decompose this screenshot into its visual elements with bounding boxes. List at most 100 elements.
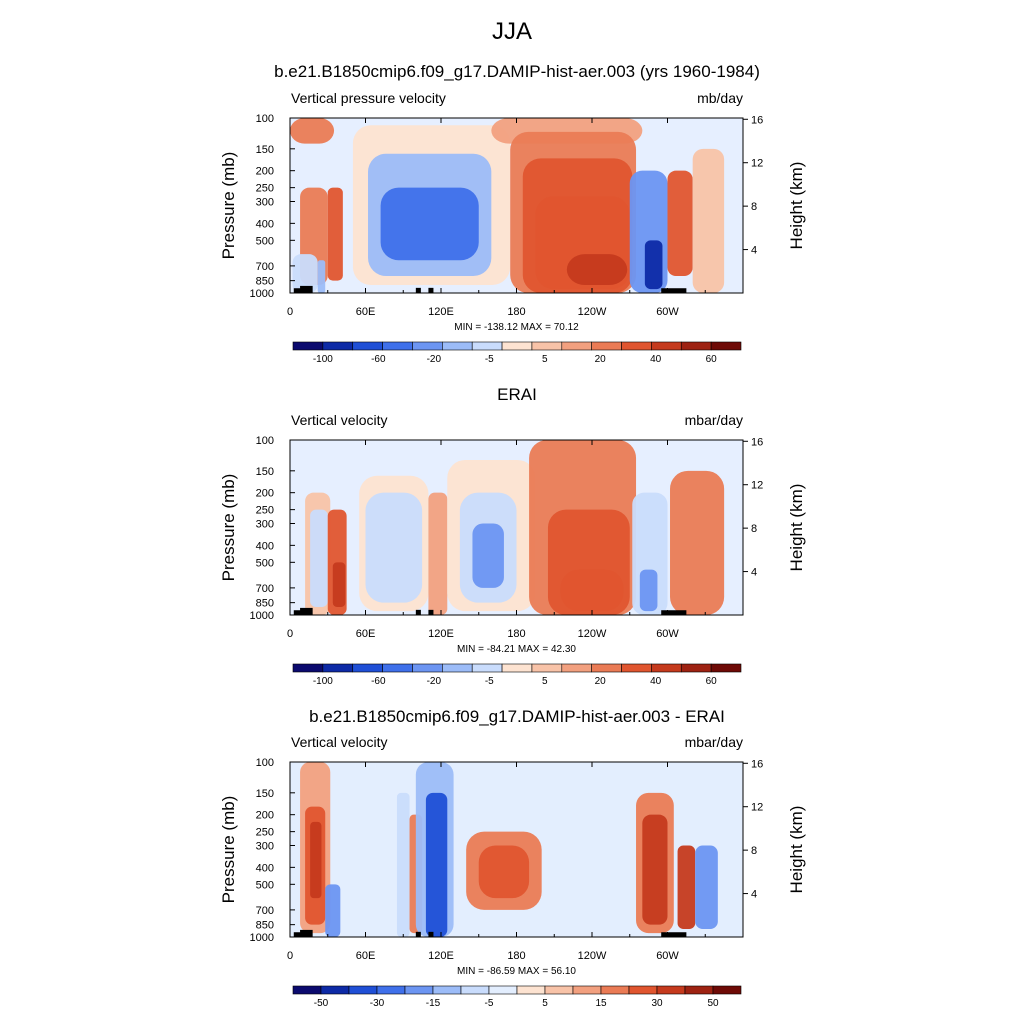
colorbar-swatch [404, 985, 434, 995]
x-tick-label: 60W [656, 950, 679, 962]
x-tick-label: 120E [428, 306, 454, 318]
colorbar-label: -30 [370, 998, 385, 1009]
terrain-block [415, 609, 421, 615]
y-tick-label: 1000 [250, 610, 274, 622]
x-tick-label: 60W [656, 628, 679, 640]
y-tick-label: 200 [256, 166, 274, 178]
contour-region [667, 170, 693, 277]
x-tick-label: 120E [428, 950, 454, 962]
colorbar-swatch [651, 341, 682, 351]
colorbar-swatch [531, 663, 563, 673]
colorbar-swatch [710, 663, 742, 673]
terrain-block [661, 932, 687, 937]
y-tick-label: 150 [256, 144, 274, 156]
colorbar-swatch [292, 663, 324, 673]
x-tick-label: 120W [578, 306, 607, 318]
colorbar-swatch [531, 341, 563, 351]
y2-axis-label: Height (km) [787, 806, 806, 894]
y-tick-label: 200 [256, 488, 274, 500]
y-axis-label: Pressure (mb) [219, 474, 238, 582]
contour-region [478, 845, 530, 899]
colorbar-swatch [516, 985, 546, 995]
colorbar-swatch [600, 985, 630, 995]
colorbar-swatch [501, 341, 533, 351]
panel-right-subtitle: mb/day [697, 90, 743, 106]
colorbar-label: 20 [595, 354, 607, 365]
y-tick-label: 250 [256, 827, 274, 839]
y2-tick-label: 8 [751, 845, 757, 857]
colorbar-label: -5 [485, 998, 494, 1009]
y-tick-label: 1000 [250, 932, 274, 944]
contour-region [290, 118, 335, 144]
x-tick-label: 120W [578, 950, 607, 962]
y-tick-label: 250 [256, 505, 274, 517]
y-axis-label: Pressure (mb) [219, 796, 238, 904]
colorbar-swatch [471, 663, 503, 673]
y-tick-label: 300 [256, 840, 274, 852]
colorbar-swatch [471, 341, 503, 351]
min-max-stats: MIN = -84.21 MAX = 42.30 [457, 644, 576, 655]
contour-region [310, 509, 328, 607]
contour-region [380, 187, 479, 261]
y-tick-label: 700 [256, 905, 274, 917]
contour-region [396, 792, 410, 937]
colorbar-swatch [382, 341, 413, 351]
y-tick-label: 300 [256, 196, 274, 208]
y-tick-label: 400 [256, 862, 274, 874]
panel-title: b.e21.B1850cmip6.f09_g17.DAMIP-hist-aer.… [274, 62, 760, 81]
colorbar-label: -20 [427, 676, 442, 687]
colorbar-swatch [412, 663, 443, 673]
y-tick-label: 150 [256, 788, 274, 800]
colorbar-swatch [561, 341, 592, 351]
x-tick-label: 60W [656, 306, 679, 318]
min-max-stats: MIN = -86.59 MAX = 56.10 [457, 966, 576, 977]
terrain-block [415, 931, 421, 937]
contour-region [365, 492, 423, 603]
terrain-block [661, 610, 687, 615]
y2-tick-label: 16 [751, 436, 763, 448]
colorbar-label: -20 [427, 354, 442, 365]
colorbar-label: -15 [426, 998, 441, 1009]
contour-region [642, 814, 668, 925]
y-tick-label: 500 [256, 879, 274, 891]
colorbar-swatch [460, 985, 490, 995]
y-tick-label: 700 [256, 583, 274, 595]
contour-region [317, 260, 326, 293]
y-tick-label: 100 [256, 435, 274, 447]
y-tick-label: 700 [256, 261, 274, 273]
colorbar-label: 50 [707, 998, 719, 1009]
x-tick-label: 60E [356, 950, 376, 962]
y-tick-label: 400 [256, 540, 274, 552]
y2-axis-label: Height (km) [787, 162, 806, 250]
colorbar-swatch [680, 341, 712, 351]
colorbar-swatch [712, 985, 742, 995]
colorbar-swatch [561, 663, 592, 673]
figure-title: JJA [491, 18, 532, 45]
y-tick-label: 1000 [250, 288, 274, 300]
contour-region [639, 569, 658, 612]
terrain-block [300, 929, 313, 937]
colorbar-swatch [684, 985, 714, 995]
colorbar-label: 5 [542, 676, 548, 687]
colorbar-swatch [320, 985, 350, 995]
terrain-block [293, 288, 306, 293]
colorbar-label: -60 [371, 676, 386, 687]
colorbar-swatch [292, 341, 324, 351]
colorbar-swatch [382, 663, 413, 673]
colorbar-label: 30 [651, 998, 663, 1009]
colorbar-swatch [322, 663, 354, 673]
colorbar-swatch [680, 663, 712, 673]
colorbar-label: -5 [485, 354, 494, 365]
colorbar-swatch [544, 985, 574, 995]
y-tick-label: 100 [256, 113, 274, 125]
colorbar-swatch [628, 985, 658, 995]
terrain-block [661, 288, 687, 293]
contour-region [695, 845, 718, 929]
colorbar-label: -5 [485, 676, 494, 687]
colorbar-label: 60 [706, 354, 718, 365]
y-tick-label: 150 [256, 466, 274, 478]
y2-tick-label: 4 [751, 245, 757, 257]
x-tick-label: 60E [356, 306, 376, 318]
